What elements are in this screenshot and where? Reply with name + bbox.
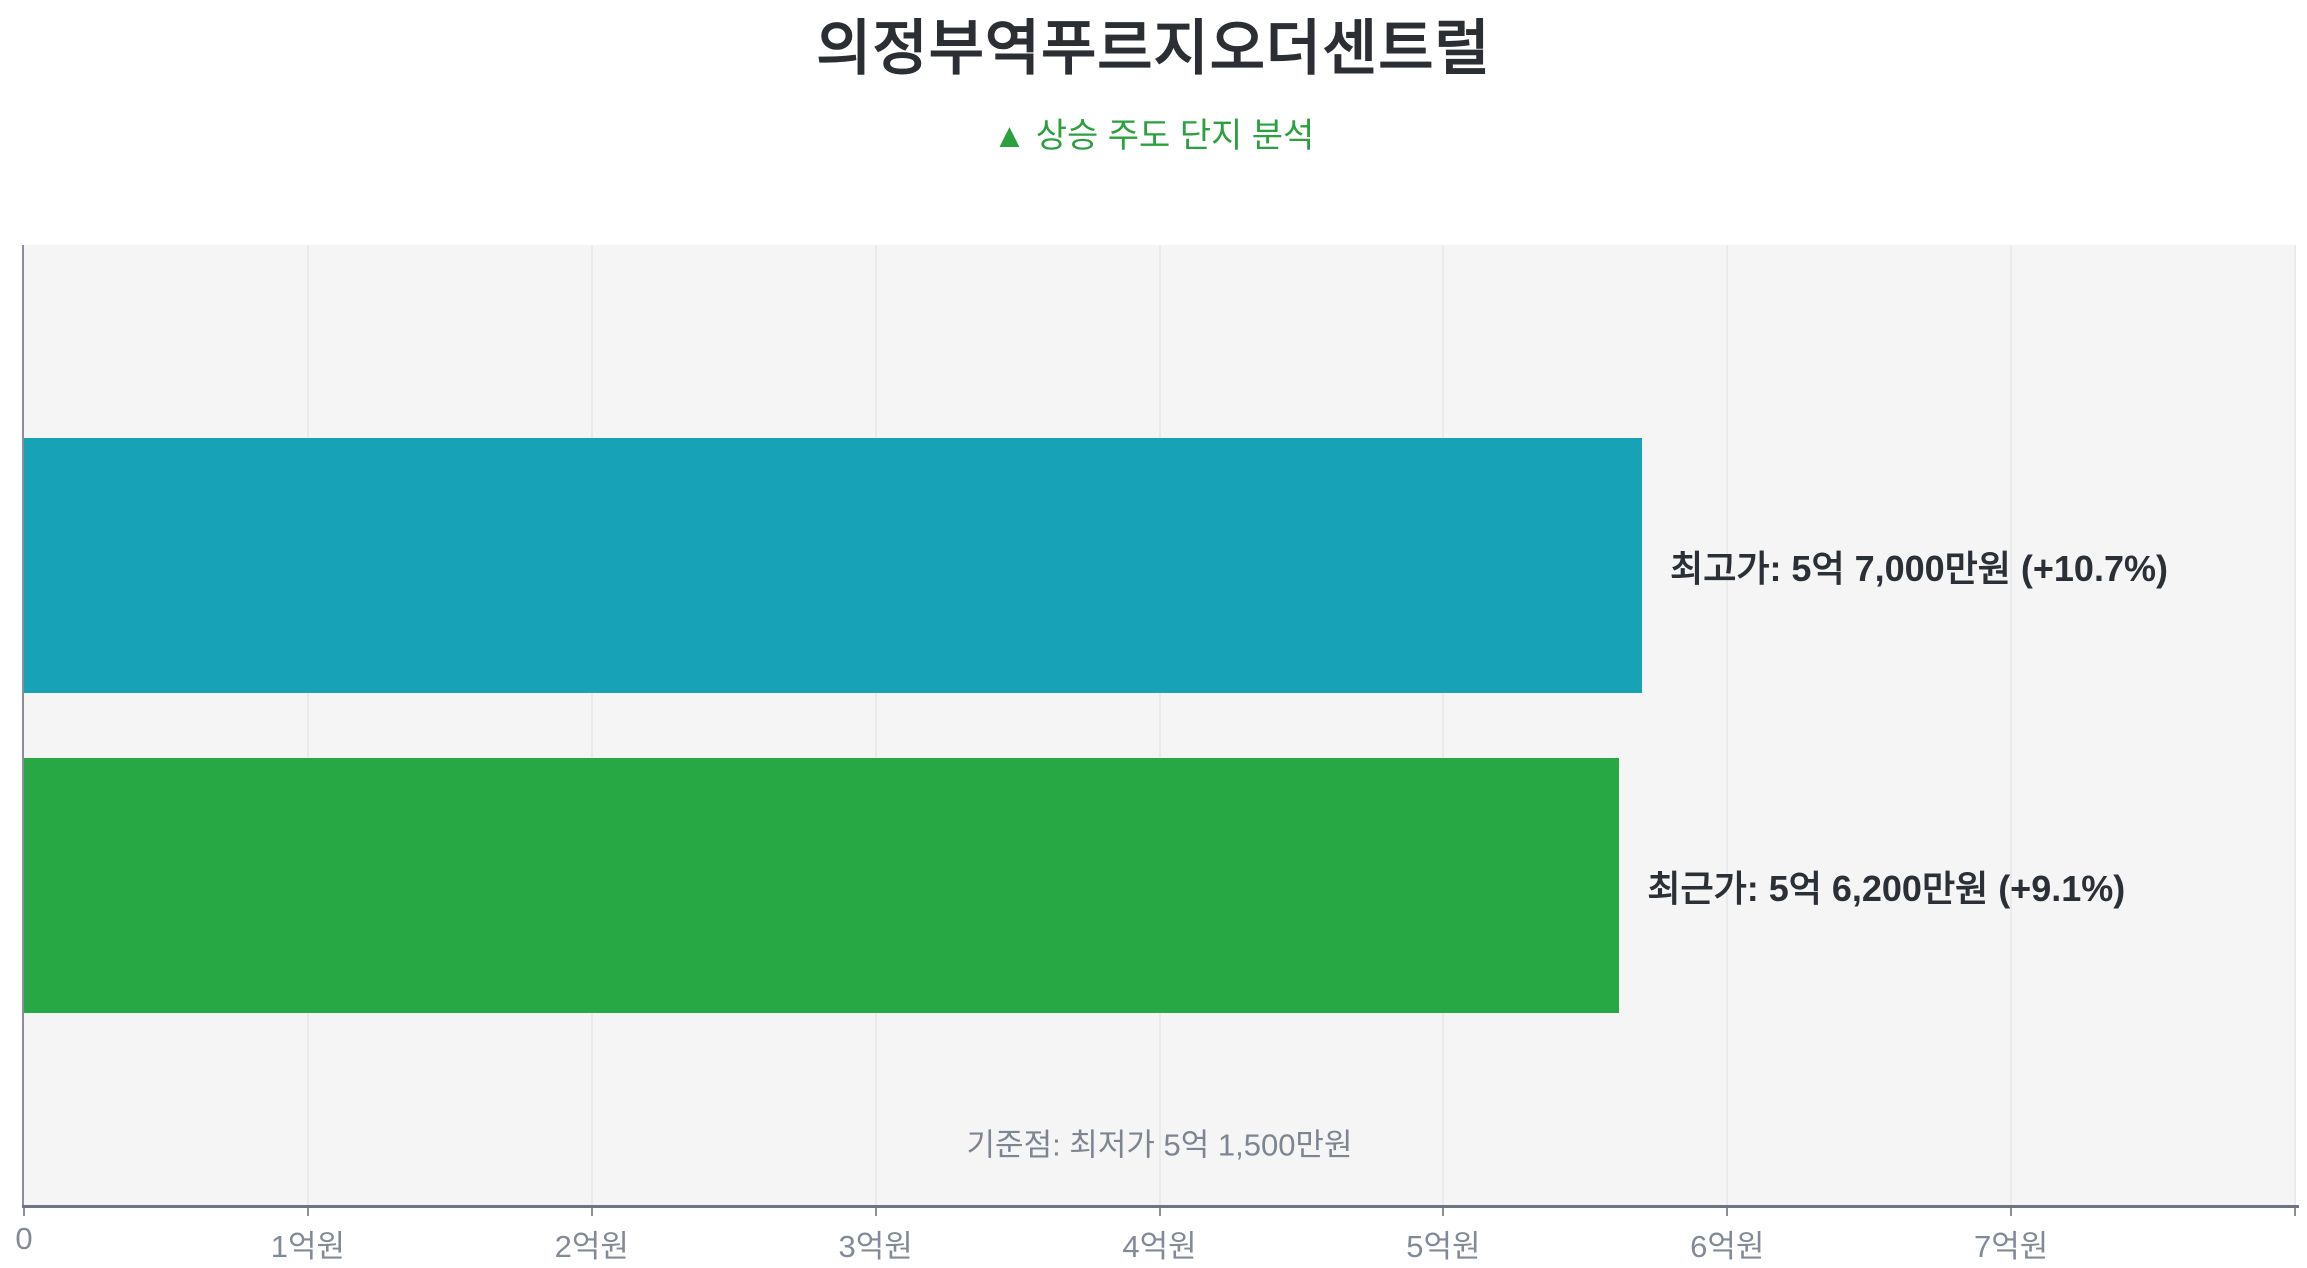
x-tick-mark	[590, 1208, 593, 1216]
x-tick-label: 7억원	[1973, 1229, 2049, 1264]
x-tick-label: 0	[15, 1221, 33, 1256]
x-tick-label: 4억원	[1122, 1229, 1197, 1264]
gridline	[1726, 245, 1729, 1205]
x-tick-mark	[23, 1208, 25, 1216]
x-axis: 0 1억원 2억원 3억원 4억원 5억원 6억원 7억원	[15, 1208, 2296, 1268]
bar-label-최근가: 최근가: 5억 6,200만원 (+9.1%)	[1647, 867, 2126, 909]
gridline	[2010, 245, 2013, 1205]
page-title: 의정부역푸르지오더센트럴	[816, 15, 1491, 82]
x-tick-mark	[2010, 1208, 2013, 1216]
x-tick-label: 3억원	[838, 1229, 913, 1264]
gridline	[306, 245, 309, 1205]
x-tick-mark	[1726, 1208, 1729, 1216]
x-tick-mark	[1442, 1208, 1445, 1216]
x-tick-mark	[1158, 1208, 1161, 1216]
gridline	[1442, 245, 1445, 1205]
bar-label-최고가: 최고가: 5억 7,000만원 (+10.7%)	[1670, 547, 2168, 589]
chart-subtitle: ▲ 상승 주도 단지 분석	[992, 117, 1315, 155]
x-axis-line	[22, 1205, 2299, 1208]
plot-area: 기준점: 최저가 5억 1,500만원 최고가: 5억 7,000만원 (+10…	[24, 245, 2296, 1205]
y-axis-line	[22, 245, 24, 1208]
x-tick-label: 6억원	[1690, 1229, 1765, 1264]
x-tick-label: 2억원	[554, 1229, 629, 1264]
gridline	[2294, 245, 2296, 1205]
x-tick-mark	[306, 1208, 309, 1216]
gridline	[1158, 245, 1161, 1205]
bar-최근가	[24, 758, 1620, 1013]
x-tick-mark	[874, 1208, 877, 1216]
x-tick-mark	[2294, 1208, 2296, 1216]
x-tick-label: 5억원	[1406, 1229, 1481, 1264]
gridline	[590, 245, 593, 1205]
x-tick-label: 1억원	[270, 1229, 346, 1264]
bar-최고가	[24, 438, 1643, 693]
gridline	[874, 245, 877, 1205]
